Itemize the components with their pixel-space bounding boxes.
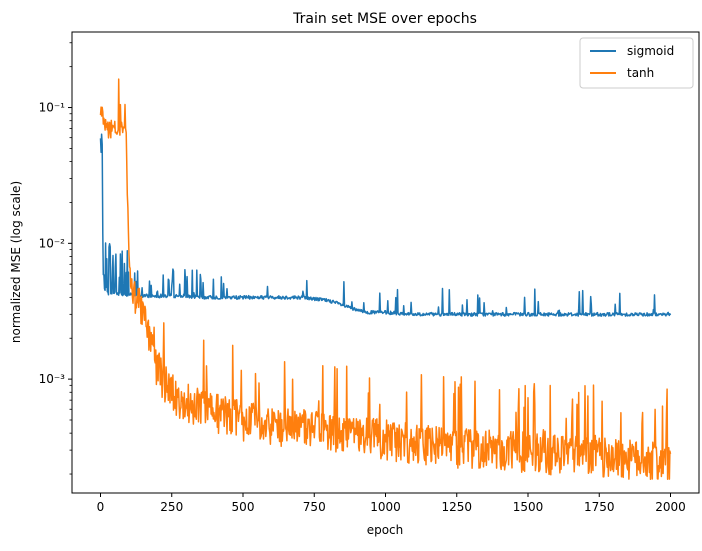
x-tick-label-1250: 1250 [441,500,472,514]
legend-label-sigmoid: sigmoid [627,44,674,58]
series-line-tanh [99,78,672,481]
y-axis: 10⁻³ 10⁻² 10⁻¹ [39,42,72,475]
series-line-sigmoid [99,133,672,317]
legend-label-tanh: tanh [627,66,654,80]
x-tick-label-1750: 1750 [584,500,615,514]
plot-area: 0 250 500 750 1000 1250 1500 1750 2000 10⁻³10⁻²1… [39,31,700,514]
y-tick-label-1: 10⁻² [39,236,66,250]
x-tick-label-0: 0 [97,500,105,514]
x-tick-label-250: 250 [160,500,183,514]
chart-title: Train set MSE over epochs [292,11,477,27]
x-tick-label-750: 750 [303,500,326,514]
y-tick-label-2: 10⁻¹ [39,101,66,115]
series-layer [99,78,672,481]
x-axis: 0 250 500 750 1000 1250 1500 1750 2000 [97,493,686,514]
y-tick-label-0: 10⁻³ [39,372,66,386]
x-axis-label: epoch [367,523,404,537]
x-tick-label-1000: 1000 [370,500,401,514]
y-axis-label: normalized MSE (log scale) [9,181,23,343]
x-tick-label-1500: 1500 [513,500,544,514]
x-tick-label-500: 500 [232,500,255,514]
legend: sigmoid tanh [579,37,694,89]
x-tick-label-2000: 2000 [655,500,686,514]
